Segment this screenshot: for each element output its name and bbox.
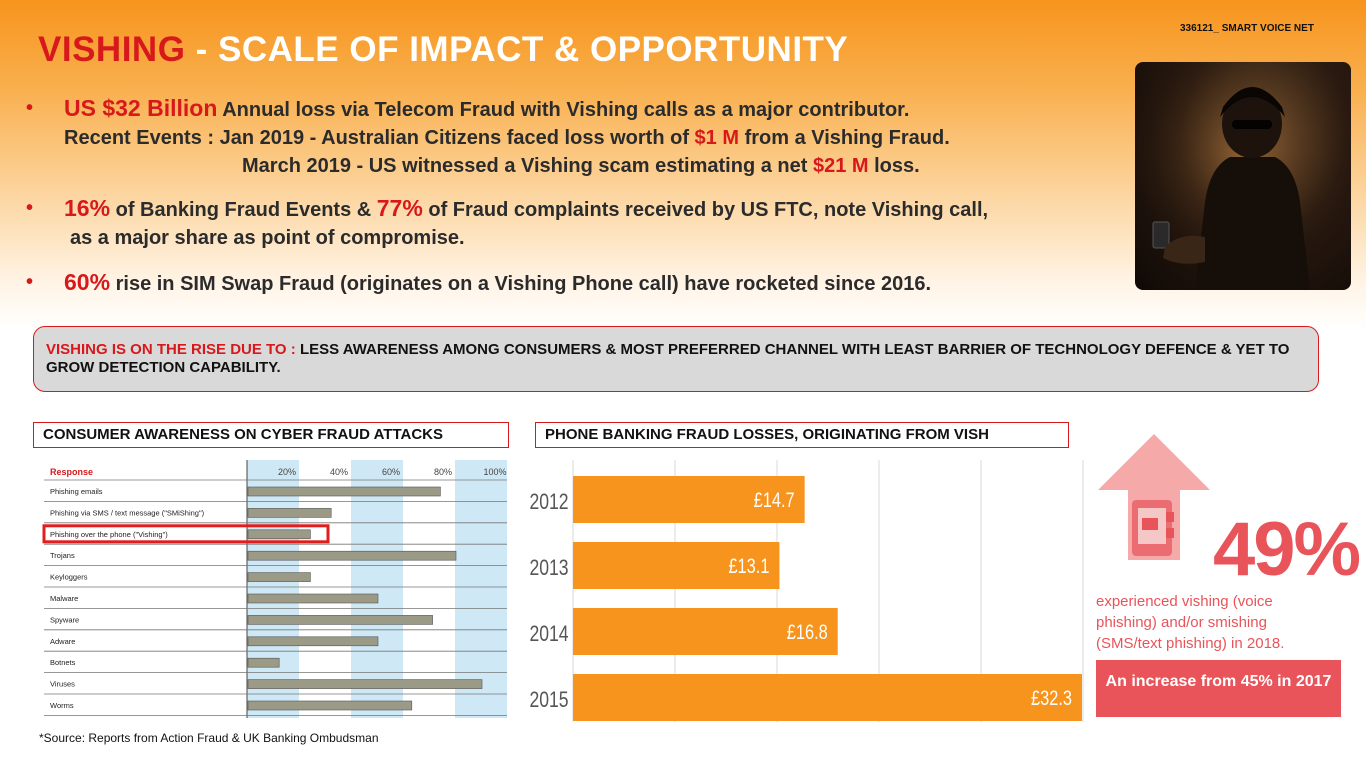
awareness-bar bbox=[247, 550, 457, 561]
vishing-highlight-box bbox=[42, 524, 330, 544]
year-label: 2015 bbox=[529, 688, 568, 712]
value-label: £16.8 bbox=[787, 620, 828, 643]
losses-chart: 2012 £14.7 2013 £13.1 2014 £16.8 2015 £32.3 bbox=[529, 460, 1084, 722]
awareness-bar bbox=[247, 486, 441, 497]
hacker-silhouette bbox=[1135, 62, 1351, 290]
column-header: Response bbox=[50, 467, 93, 477]
message-icon bbox=[1142, 518, 1158, 530]
awareness-bar bbox=[247, 572, 311, 582]
bullet-text: of Banking Fraud Events & bbox=[110, 199, 377, 221]
highlight-60-percent: 60% bbox=[64, 269, 111, 295]
callout-percent: 49% bbox=[1213, 507, 1361, 592]
title-highlight: VISHING bbox=[38, 30, 186, 69]
x-tick-label: 60% bbox=[382, 467, 400, 477]
shade-band bbox=[247, 460, 299, 718]
year-label: 2012 bbox=[529, 490, 568, 514]
awareness-bar bbox=[247, 508, 332, 518]
highlight-21m: $21 M bbox=[812, 155, 869, 177]
awareness-bar bbox=[247, 636, 379, 647]
category-label: Keyloggers bbox=[50, 573, 88, 582]
bullet-text: Recent Events : Jan 2019 - Australian Ci… bbox=[64, 127, 695, 149]
bullet-text: of Fraud complaints received by US FTC, … bbox=[422, 199, 989, 221]
banner-heading: VISHING IS ON THE RISE DUE TO : bbox=[46, 341, 300, 358]
shade-band bbox=[299, 460, 351, 718]
hooded-hacker-photo bbox=[1135, 62, 1351, 290]
title-rest: - SCALE OF IMPACT & OPPORTUNITY bbox=[185, 30, 849, 69]
value-label: £32.3 bbox=[1031, 686, 1072, 709]
bullet-text: March 2019 - US witnessed a Vishing scam… bbox=[242, 155, 813, 177]
x-tick-label: 40% bbox=[330, 467, 348, 477]
id-tag: 336121_ SMART VOICE NET bbox=[1180, 23, 1314, 34]
awareness-bar bbox=[247, 615, 433, 625]
awareness-bar bbox=[247, 529, 311, 540]
x-tick-label: 80% bbox=[434, 467, 452, 477]
x-tick-label: 100% bbox=[483, 467, 506, 477]
bullet-dot: • bbox=[26, 97, 34, 119]
bullet-text: as a major share as point of compromise. bbox=[70, 227, 465, 249]
category-label: Viruses bbox=[50, 680, 75, 689]
bullet-banking-fraud: • 16% of Banking Fraud Events & 77% of F… bbox=[26, 194, 1136, 252]
source-note: *Source: Reports from Action Fraud & UK … bbox=[39, 731, 379, 745]
loss-bar bbox=[573, 608, 838, 655]
year-label: 2014 bbox=[529, 622, 568, 646]
loss-bar bbox=[573, 542, 780, 589]
bullet-text: Annual loss via Telecom Fraud with Vishi… bbox=[217, 99, 910, 121]
category-label: Phishing via SMS / text message ("SMiShi… bbox=[50, 508, 205, 517]
alert-badge-icon bbox=[1166, 528, 1174, 538]
page-title: VISHING - SCALE OF IMPACT & OPPORTUNITY bbox=[38, 30, 848, 70]
category-label: Spyware bbox=[50, 615, 79, 624]
up-arrow-icon bbox=[1098, 434, 1210, 560]
awareness-bar bbox=[247, 593, 379, 604]
highlight-16-percent: 16% bbox=[64, 195, 111, 221]
alert-badge-icon bbox=[1166, 512, 1174, 522]
category-label: Malware bbox=[50, 594, 78, 603]
callout-text: experienced vishing (voice phishing) and… bbox=[1096, 593, 1285, 652]
awareness-chart: Response 20% 40% 60% 80% 100% Phishing emails P… bbox=[42, 460, 507, 718]
shade-band bbox=[351, 460, 403, 718]
category-label: Phishing over the phone ("Vishing") bbox=[50, 530, 168, 539]
awareness-chart-title: CONSUMER AWARENESS ON CYBER FRAUD ATTACK… bbox=[33, 422, 509, 448]
category-label: Adware bbox=[50, 637, 75, 646]
loss-bar bbox=[573, 476, 805, 523]
value-label: £13.1 bbox=[728, 554, 769, 577]
highlight-1m: $1 M bbox=[694, 127, 740, 149]
shade-band bbox=[403, 460, 455, 718]
increase-arrow-graphic bbox=[1098, 434, 1210, 560]
bullet-text: loss. bbox=[868, 155, 920, 177]
rise-reason-banner: VISHING IS ON THE RISE DUE TO : LESS AWA… bbox=[33, 326, 1319, 392]
increase-badge: An increase from 45% in 2017 bbox=[1096, 660, 1341, 717]
bullet-dot: • bbox=[26, 271, 34, 293]
awareness-bar bbox=[247, 679, 483, 689]
category-label: Worms bbox=[50, 701, 74, 710]
awareness-bar bbox=[247, 657, 280, 668]
losses-chart-title: PHONE BANKING FRAUD LOSSES, ORIGINATING … bbox=[535, 422, 1069, 448]
year-label: 2013 bbox=[529, 556, 568, 580]
bullet-sim-swap: • 60% rise in SIM Swap Fraud (originates… bbox=[26, 268, 1136, 298]
x-tick-label: 20% bbox=[278, 467, 296, 477]
highlight-77-percent: 77% bbox=[376, 195, 423, 221]
value-label: £14.7 bbox=[754, 488, 795, 511]
bullet-telecom-loss: • US $32 Billion Annual loss via Telecom… bbox=[26, 94, 1136, 178]
category-label: Trojans bbox=[50, 551, 75, 560]
category-label: Phishing emails bbox=[50, 487, 103, 496]
highlight-32-billion: US $32 Billion bbox=[64, 95, 218, 121]
banner-text: LESS AWARENESS AMONG CONSUMERS & MOST PR… bbox=[46, 341, 1290, 376]
awareness-bar bbox=[247, 700, 413, 711]
loss-bar bbox=[573, 674, 1082, 721]
bullet-text: from a Vishing Fraud. bbox=[739, 127, 950, 149]
bullet-dot: • bbox=[26, 197, 34, 219]
bullet-list: • US $32 Billion Annual loss via Telecom… bbox=[26, 94, 1136, 298]
bullet-text: rise in SIM Swap Fraud (originates on a … bbox=[110, 273, 932, 295]
shade-band bbox=[455, 460, 507, 718]
category-label: Botnets bbox=[50, 658, 76, 667]
